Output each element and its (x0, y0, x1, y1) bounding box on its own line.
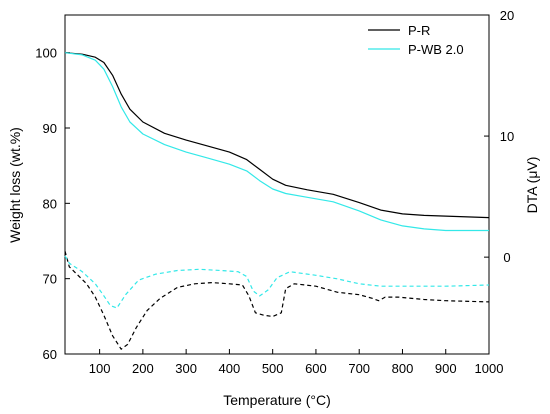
x-tick-label: 1000 (475, 361, 504, 376)
legend-label-p-r: P-R (408, 23, 430, 38)
legend: P-R P-WB 2.0 (368, 23, 464, 57)
y-tick-label: 90 (43, 121, 57, 136)
y-tick-label: 70 (43, 272, 57, 287)
series-line-dta-p-r (64, 250, 490, 350)
y-axis-right-title: DTA (μV) (524, 157, 540, 214)
y2-tick-label: 10 (500, 129, 514, 144)
plot-frame (64, 14, 490, 355)
x-tick-label: 600 (305, 361, 327, 376)
x-tick-label: 900 (435, 361, 457, 376)
x-tick-label: 800 (392, 361, 414, 376)
series-line-tg-p-wb-2-0 (64, 52, 489, 232)
legend-label-p-wb-2-0: P-WB 2.0 (408, 42, 464, 57)
series-line-tg-p-r (64, 52, 490, 219)
x-tick-label: 700 (348, 361, 370, 376)
series-line-dta-p-wb-2-0 (64, 255, 490, 309)
x-tick-label: 200 (132, 361, 154, 376)
series-layer (64, 52, 490, 350)
y-tick-label: 100 (35, 46, 57, 61)
x-tick-label: 300 (175, 361, 197, 376)
x-axis-ticks: 100 200 300 400 500 600 700 800 900 1000 (89, 349, 504, 376)
x-tick-label: 100 (89, 361, 111, 376)
plot-frame-group (64, 14, 490, 355)
x-axis-title: Temperature (°C) (223, 392, 331, 408)
y-axis-left-ticks: 60 70 80 90 100 (35, 46, 70, 362)
x-tick-label: 400 (219, 361, 241, 376)
y-tick-label: 80 (43, 196, 57, 211)
y2-tick-label: 0 (503, 250, 510, 265)
y-axis-right-ticks: 0 10 20 (484, 8, 514, 265)
y2-tick-label: 20 (500, 8, 514, 23)
y-axis-left-title: Weight loss (wt.%) (7, 127, 23, 243)
y-tick-label: 60 (43, 347, 57, 362)
x-tick-label: 500 (262, 361, 284, 376)
